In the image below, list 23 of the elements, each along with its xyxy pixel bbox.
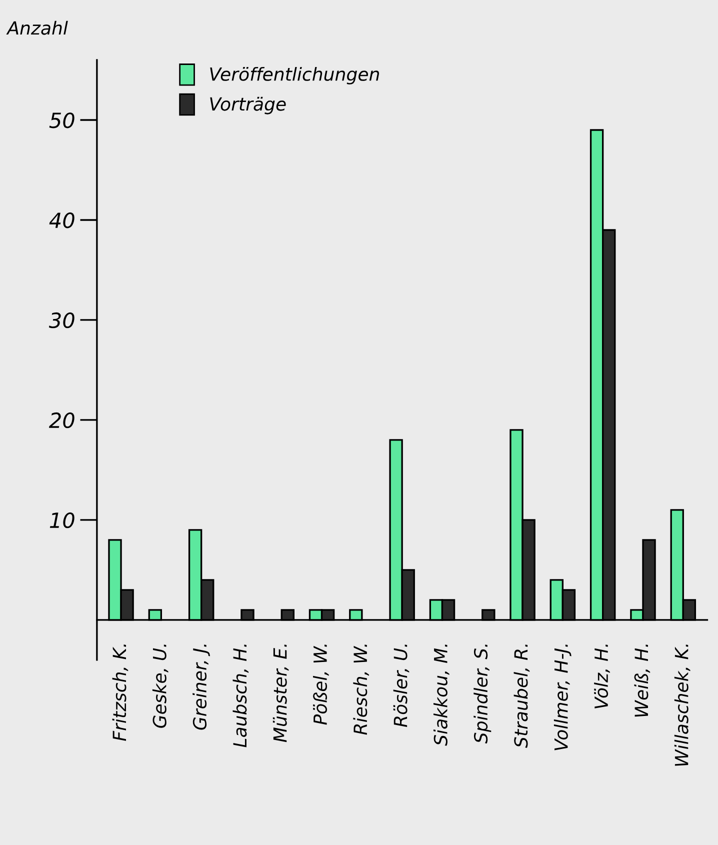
legend-label: Vorträge	[210, 96, 286, 114]
x-tick-label: Vollmer, H-J.	[554, 644, 572, 750]
x-tick-label: Siakkou, M.	[433, 644, 450, 746]
y-tick-label: 30	[48, 312, 74, 328]
x-tick-label: Straubel, R.	[514, 644, 530, 748]
x-tick-label: Laubsch, H.	[232, 644, 249, 748]
legend-label: Veröffentlichungen	[210, 66, 379, 84]
x-tick-label: Willaschek, K.	[674, 644, 690, 766]
y-axis-title: Anzahl	[6, 20, 68, 35]
y-tick-label: 50	[49, 112, 74, 128]
x-tick-label: Riesch, W.	[353, 644, 370, 735]
x-tick-label: Völz, H.	[594, 644, 610, 708]
x-tick-label: Weiß, H.	[634, 644, 650, 717]
x-tick-label: Geske, U.	[152, 644, 168, 728]
x-tick-label: Pößel, W.	[313, 644, 329, 725]
y-tick-label: 40	[49, 212, 74, 228]
x-tick-label: Fritzsch, K.	[112, 644, 128, 741]
x-tick-label: Spindler, S.	[474, 644, 492, 744]
x-tick-label: Greiner, J.	[192, 644, 210, 730]
y-tick-label: 10	[50, 512, 74, 528]
y-tick-label: 20	[48, 412, 74, 428]
x-tick-label: Rösler, U.	[393, 644, 410, 728]
x-tick-label: Münster, E.	[272, 644, 289, 742]
